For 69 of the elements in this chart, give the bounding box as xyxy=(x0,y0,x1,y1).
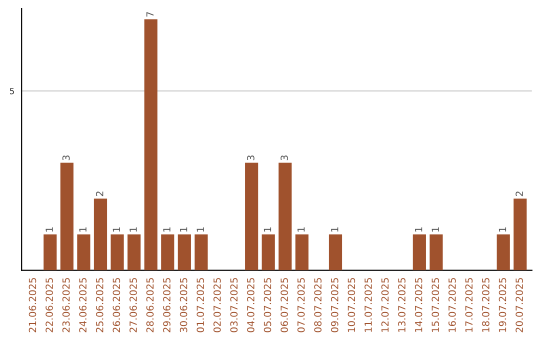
x-tick-label: 20.07.2025 xyxy=(516,278,523,332)
x-tick-label: 16.07.2025 xyxy=(448,278,456,332)
x-tick-label: 19.07.2025 xyxy=(498,278,506,332)
data-label: 1 xyxy=(264,227,272,232)
x-tick-label: 29.06.2025 xyxy=(163,278,170,332)
bar xyxy=(262,234,275,270)
x-tick-label: 17.07.2025 xyxy=(465,278,473,332)
y-tick-label: 5 xyxy=(10,88,14,94)
x-tick-label: 03.07.2025 xyxy=(230,278,238,332)
bar xyxy=(194,234,208,270)
data-label: 1 xyxy=(298,227,305,232)
data-label: 1 xyxy=(130,227,137,232)
bar xyxy=(110,234,124,270)
data-label: 1 xyxy=(196,227,204,232)
data-label: 1 xyxy=(46,227,53,232)
data-label: 1 xyxy=(163,227,170,232)
data-label: 7 xyxy=(146,12,154,17)
bar xyxy=(412,234,426,270)
data-label: 3 xyxy=(280,156,288,160)
x-tick-label: 27.06.2025 xyxy=(130,278,137,332)
bar xyxy=(295,234,308,270)
bar xyxy=(44,234,57,270)
x-tick-label: 06.07.2025 xyxy=(280,278,288,332)
data-label: 1 xyxy=(415,227,422,232)
x-tick-label: 09.07.2025 xyxy=(330,278,338,332)
x-tick-label: 07.07.2025 xyxy=(297,278,305,332)
data-label: 2 xyxy=(96,192,104,196)
data-label: 1 xyxy=(498,227,506,232)
x-tick-label: 13.07.2025 xyxy=(398,278,406,332)
data-label: 3 xyxy=(247,156,254,160)
bar xyxy=(144,19,158,270)
x-tick-label: 15.07.2025 xyxy=(432,278,440,332)
x-tick-label: 12.07.2025 xyxy=(381,278,389,332)
x-tick-label: 10.07.2025 xyxy=(348,278,356,332)
bar xyxy=(430,234,443,270)
data-label: 1 xyxy=(180,227,188,232)
x-tick-label: 01.07.2025 xyxy=(196,278,204,332)
bar xyxy=(178,234,191,270)
bar xyxy=(514,198,527,270)
x-tick-label: 24.06.2025 xyxy=(79,278,87,332)
x-tick-label: 30.06.2025 xyxy=(180,278,188,332)
bar xyxy=(245,162,258,270)
data-label: 1 xyxy=(112,227,120,232)
bar xyxy=(60,162,74,270)
bar xyxy=(161,234,174,270)
x-tick-label: 04.07.2025 xyxy=(247,278,254,332)
bar xyxy=(77,234,90,270)
bar xyxy=(278,162,292,270)
x-tick-label: 26.06.2025 xyxy=(112,278,120,332)
data-label: 1 xyxy=(432,227,439,232)
data-label: 3 xyxy=(62,156,70,160)
x-tick-label: 25.06.2025 xyxy=(96,278,104,332)
bar xyxy=(94,198,108,270)
data-label: 1 xyxy=(331,227,338,232)
x-tick-label: 11.07.2025 xyxy=(364,278,372,332)
bar xyxy=(328,234,342,270)
bar xyxy=(496,234,510,270)
x-tick-label: 08.07.2025 xyxy=(314,278,322,332)
x-tick-label: 21.06.2025 xyxy=(28,278,36,332)
data-label: 1 xyxy=(79,227,86,232)
bar xyxy=(128,234,141,270)
x-tick-label: 22.06.2025 xyxy=(46,278,53,332)
x-tick-label: 05.07.2025 xyxy=(264,278,272,332)
x-tick-label: 02.07.2025 xyxy=(213,278,221,332)
x-tick-label: 23.06.2025 xyxy=(62,278,70,332)
data-label: 2 xyxy=(516,192,523,196)
x-tick-label: 14.07.2025 xyxy=(414,278,422,332)
x-tick-label: 28.06.2025 xyxy=(146,278,154,332)
x-tick-label: 18.07.2025 xyxy=(482,278,490,332)
